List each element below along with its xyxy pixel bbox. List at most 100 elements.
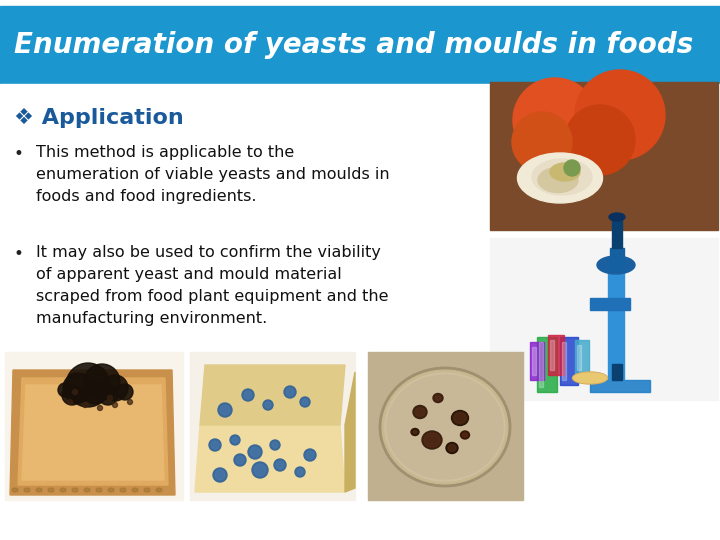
- Bar: [5, 352, 183, 500]
- Circle shape: [263, 400, 273, 410]
- Circle shape: [232, 437, 238, 443]
- Circle shape: [242, 389, 254, 401]
- Ellipse shape: [385, 373, 505, 481]
- Circle shape: [564, 160, 580, 176]
- Bar: [590, 298, 630, 310]
- Text: •: •: [14, 145, 24, 163]
- Circle shape: [304, 449, 316, 461]
- Circle shape: [220, 405, 230, 415]
- Bar: [610, 248, 624, 270]
- Ellipse shape: [461, 431, 469, 439]
- Bar: [368, 352, 523, 500]
- Circle shape: [248, 445, 262, 459]
- Ellipse shape: [96, 488, 102, 492]
- Circle shape: [295, 467, 305, 477]
- Circle shape: [265, 402, 271, 408]
- Circle shape: [270, 440, 280, 450]
- Circle shape: [83, 402, 88, 408]
- Text: enumeration of viable yeasts and moulds in: enumeration of viable yeasts and moulds …: [36, 167, 390, 182]
- Bar: [0, 0, 720, 6]
- Text: Enumeration of yeasts and moulds in foods: Enumeration of yeasts and moulds in food…: [14, 31, 693, 59]
- Bar: [577, 345, 581, 370]
- Text: manufacturing environment.: manufacturing environment.: [36, 311, 267, 326]
- Circle shape: [306, 451, 314, 459]
- Ellipse shape: [48, 488, 54, 492]
- Ellipse shape: [454, 413, 467, 423]
- Ellipse shape: [12, 488, 18, 492]
- Circle shape: [284, 386, 296, 398]
- Circle shape: [66, 363, 110, 407]
- Polygon shape: [345, 372, 355, 492]
- Ellipse shape: [433, 394, 443, 402]
- Polygon shape: [200, 365, 345, 425]
- Text: foods and food ingredients.: foods and food ingredients.: [36, 189, 256, 204]
- Circle shape: [297, 469, 303, 475]
- Text: •: •: [14, 245, 24, 263]
- Ellipse shape: [380, 368, 510, 486]
- Polygon shape: [195, 425, 345, 492]
- Bar: [590, 380, 650, 392]
- Circle shape: [97, 406, 102, 410]
- Ellipse shape: [132, 488, 138, 492]
- Circle shape: [230, 435, 240, 445]
- Circle shape: [63, 373, 93, 403]
- Circle shape: [236, 456, 244, 464]
- Ellipse shape: [609, 213, 625, 221]
- Polygon shape: [22, 385, 164, 480]
- Ellipse shape: [424, 433, 440, 447]
- Text: ❖ Application: ❖ Application: [14, 108, 184, 128]
- Text: of apparent yeast and mould material: of apparent yeast and mould material: [36, 267, 342, 282]
- Ellipse shape: [411, 429, 419, 435]
- Ellipse shape: [550, 163, 580, 181]
- Circle shape: [117, 384, 133, 400]
- Circle shape: [218, 403, 232, 417]
- Polygon shape: [18, 378, 168, 485]
- Circle shape: [276, 461, 284, 469]
- Bar: [190, 352, 355, 500]
- Circle shape: [252, 462, 268, 478]
- Circle shape: [107, 395, 112, 401]
- Circle shape: [83, 380, 107, 404]
- Circle shape: [286, 388, 294, 396]
- Circle shape: [215, 470, 225, 480]
- Circle shape: [234, 454, 246, 466]
- Ellipse shape: [108, 488, 114, 492]
- Ellipse shape: [597, 256, 635, 274]
- Bar: [560, 337, 578, 385]
- Text: scraped from food plant equipment and the: scraped from food plant equipment and th…: [36, 289, 389, 304]
- Bar: [490, 238, 718, 400]
- Circle shape: [300, 397, 310, 407]
- Circle shape: [302, 399, 308, 405]
- Circle shape: [68, 400, 73, 404]
- Circle shape: [209, 439, 221, 451]
- Text: This method is applicable to the: This method is applicable to the: [36, 145, 294, 160]
- Ellipse shape: [120, 488, 126, 492]
- Ellipse shape: [156, 488, 162, 492]
- Circle shape: [102, 375, 128, 401]
- Circle shape: [73, 389, 78, 395]
- Circle shape: [575, 70, 665, 160]
- Bar: [530, 342, 544, 380]
- Ellipse shape: [144, 488, 150, 492]
- Bar: [612, 218, 622, 248]
- Ellipse shape: [574, 373, 606, 383]
- Ellipse shape: [84, 488, 90, 492]
- Circle shape: [565, 105, 635, 175]
- Bar: [0, 6, 720, 84]
- Ellipse shape: [435, 395, 441, 401]
- Circle shape: [213, 468, 227, 482]
- Circle shape: [112, 402, 117, 408]
- Ellipse shape: [36, 488, 42, 492]
- Circle shape: [274, 459, 286, 471]
- Bar: [537, 337, 557, 392]
- Ellipse shape: [387, 375, 503, 479]
- Ellipse shape: [462, 433, 467, 437]
- Ellipse shape: [451, 410, 469, 426]
- Ellipse shape: [24, 488, 30, 492]
- Ellipse shape: [72, 488, 78, 492]
- Circle shape: [254, 464, 266, 476]
- Bar: [550, 340, 554, 370]
- Ellipse shape: [572, 372, 608, 384]
- Circle shape: [62, 385, 82, 405]
- Circle shape: [84, 364, 120, 400]
